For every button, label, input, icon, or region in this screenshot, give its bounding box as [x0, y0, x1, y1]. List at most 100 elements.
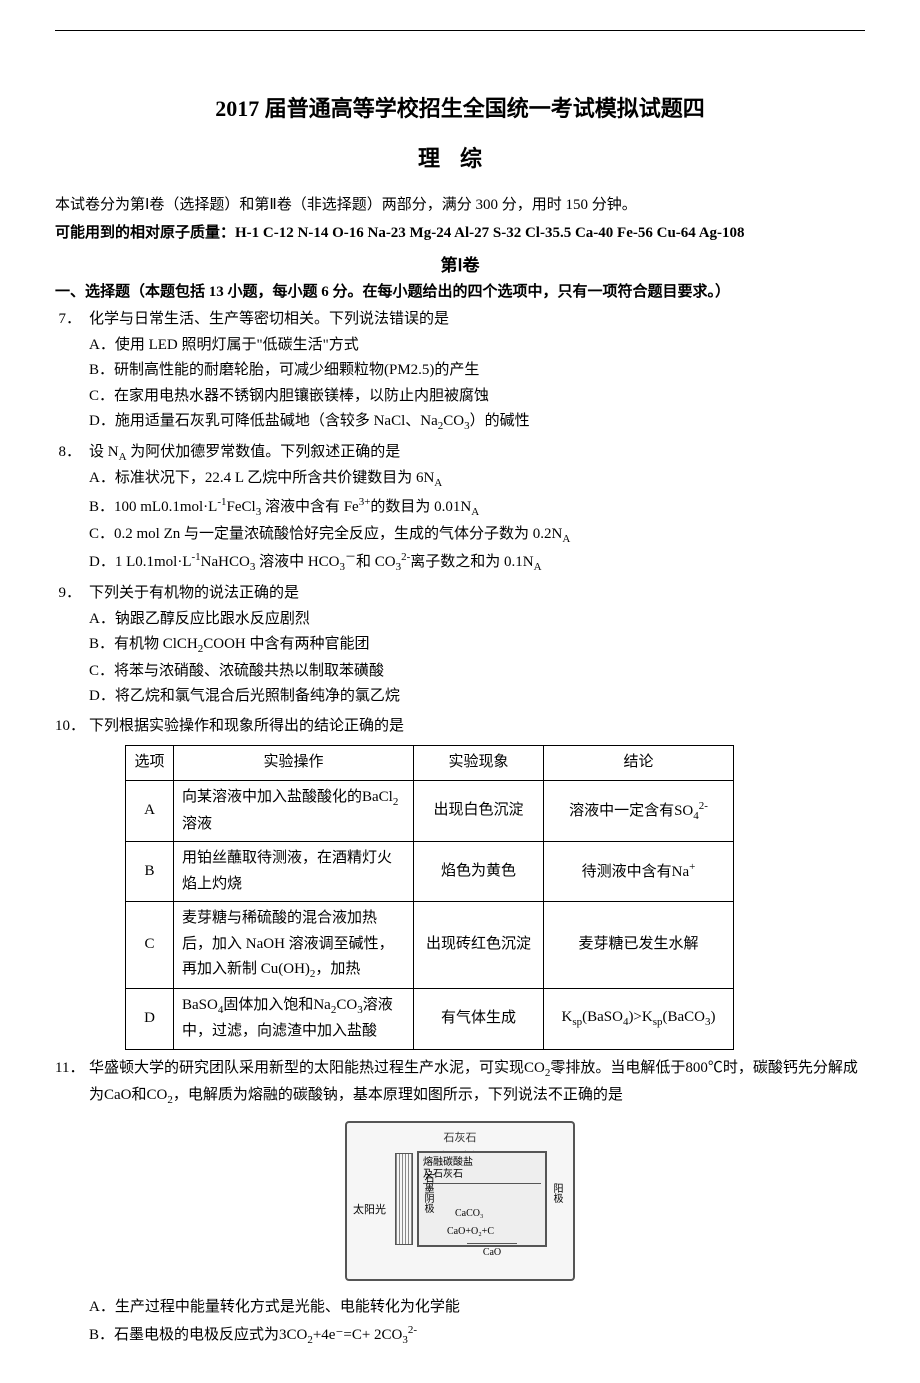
question-8: 8． 设 NA 为阿伏加德罗常数值。下列叙述正确的是 A．标准状况下，22.4 … [55, 440, 865, 577]
fig-hatch [395, 1153, 413, 1245]
q8-B: B．100 mL0.1mol·L-1FeCl3 溶液中含有 Fe3+的数目为 0… [55, 493, 865, 522]
cell-ph: 出现白色沉淀 [414, 780, 544, 841]
q7-A: A．使用 LED 照明灯属于"低碳生活"方式 [55, 333, 865, 359]
cell-op-mid2: CO [336, 997, 357, 1013]
table-row: A 向某溶液中加入盐酸酸化的BaCl2溶液 出现白色沉淀 溶液中一定含有SO42… [126, 780, 734, 841]
q9-B-pre: B．有机物 ClCH [89, 636, 198, 652]
fig-down [423, 1183, 541, 1184]
q8-D: D．1 L0.1mol·L-1NaHCO3 溶液中 HCO3－和 CO32-离子… [55, 548, 865, 577]
q7-stem: 化学与日常生活、生产等密切相关。下列说法错误的是 [89, 307, 865, 333]
question-9: 9． 下列关于有机物的说法正确的是 A．钠跟乙醇反应比跟水反应剧烈 B．有机物 … [55, 581, 865, 710]
th-ph: 实验现象 [414, 746, 544, 781]
q11-stem-pre: 华盛顿大学的研究团队采用新型的太阳能热过程生产水泥，可实现CO [89, 1060, 545, 1076]
q11-A: A．生产过程中能量转化方式是光能、电能转化为化学能 [55, 1295, 865, 1321]
cell-con-pre: 待测液中含有Na [582, 864, 690, 880]
cell-op-pre: 向某溶液中加入盐酸酸化的BaCl [182, 789, 393, 805]
fig-left: 太阳光 [353, 1201, 386, 1220]
th-con: 结论 [544, 746, 734, 781]
fig-eq1: CaCO₃ [455, 1205, 484, 1222]
c2: (BaSO [582, 1009, 623, 1025]
section-number: 第Ⅰ卷 [55, 251, 865, 276]
q8-A-pre: A．标准状况下，22.4 L 乙烷中所含共价键数目为 6N [89, 470, 434, 486]
q7-D-pre: D．施用适量石灰乳可降低盐碱地（含较多 NaCl、Na [89, 413, 438, 429]
cell-ph: 有气体生成 [414, 988, 544, 1049]
q10-stem: 下列根据实验操作和现象所得出的结论正确的是 [89, 714, 865, 740]
section-heading: 一、选择题（本题包括 13 小题，每小题 6 分。在每小题给出的四个选项中，只有… [55, 280, 865, 301]
q8-B-mid2: 溶液中含有 Fe [261, 499, 359, 515]
fig-cathode: 石墨阴极 [419, 1173, 436, 1213]
th-opt: 选项 [126, 746, 174, 781]
cell-op-pre: 麦芽糖与稀硫酸的混合液加热后，加入 NaOH 溶液调至碱性，再加入新制 Cu(O… [182, 910, 394, 977]
cell-opt: A [126, 780, 174, 841]
q8-D-mid2: 溶液中 HCO [255, 554, 339, 570]
table-row: B 用铂丝蘸取待测液，在酒精灯火焰上灼烧 焰色为黄色 待测液中含有Na+ [126, 842, 734, 902]
fig-eq3: CaO [467, 1243, 517, 1261]
atomic-masses: 可能用到的相对原子质量：H-1 C-12 N-14 O-16 Na-23 Mg-… [55, 221, 865, 245]
cell-ph: 出现砖红色沉淀 [414, 902, 544, 989]
cell-op-pre: BaSO [182, 997, 218, 1013]
question-10: 10． 下列根据实验操作和现象所得出的结论正确的是 选项 实验操作 实验现象 结… [55, 714, 865, 1050]
page-subtitle: 理综 [55, 141, 865, 173]
q11-stem-post: ，电解质为熔融的碳酸钠，基本原理如图所示，下列说法不正确的是 [173, 1087, 623, 1103]
q8-D-mid1: NaHCO [201, 554, 250, 570]
cell-con: 溶液中一定含有SO42- [544, 780, 734, 841]
cell-con-pre: 溶液中一定含有SO [569, 803, 693, 819]
q8-B-post: 的数目为 0.01N [370, 499, 471, 515]
table-header-row: 选项 实验操作 实验现象 结论 [126, 746, 734, 781]
q11-B-mid: +4e⁻=C+ 2CO [313, 1327, 403, 1343]
cell-opt: C [126, 902, 174, 989]
fig-top1: 石灰石 [444, 1132, 477, 1144]
c5: ) [711, 1009, 716, 1025]
cell-op-post: 溶液 [182, 816, 212, 832]
c3: )>K [628, 1009, 652, 1025]
cell-opt: D [126, 988, 174, 1049]
q7-num: 7． [55, 307, 89, 333]
q8-num: 8． [55, 440, 89, 466]
cell-op-post: ，加热 [315, 961, 360, 977]
cell-op: 麦芽糖与稀硫酸的混合液加热后，加入 NaOH 溶液调至碱性，再加入新制 Cu(O… [174, 902, 414, 989]
cell-op: 向某溶液中加入盐酸酸化的BaCl2溶液 [174, 780, 414, 841]
q9-num: 9． [55, 581, 89, 607]
cell-op: 用铂丝蘸取待测液，在酒精灯火焰上灼烧 [174, 842, 414, 902]
cell-con: Ksp(BaSO4)>Ksp(BaCO3) [544, 988, 734, 1049]
c1: K [561, 1009, 572, 1025]
fig-eq2: CaO+O₂+C [447, 1223, 494, 1240]
q11-B: B．石墨电极的电极反应式为3CO2+4e⁻=C+ 2CO32- [55, 1321, 865, 1350]
q8-B-mid1: FeCl [227, 499, 256, 515]
q7-C: C．在家用电热水器不锈钢内胆镶嵌镁棒，以防止内胆被腐蚀 [55, 384, 865, 410]
q10-num: 10． [55, 714, 89, 740]
q8-D-mid3: 和 CO [356, 554, 396, 570]
c4: (BaCO [663, 1009, 706, 1025]
q11-B-pre: B．石墨电极的电极反应式为3CO [89, 1327, 307, 1343]
q8-A: A．标准状况下，22.4 L 乙烷中所含共价键数目为 6NA [55, 466, 865, 493]
q8-B-pre: B．100 mL0.1mol·L [89, 499, 217, 515]
intro-text: 本试卷分为第Ⅰ卷（选择题）和第Ⅱ卷（非选择题）两部分，满分 300 分，用时 1… [55, 193, 865, 217]
cell-con: 待测液中含有Na+ [544, 842, 734, 902]
q8-C: C．0.2 mol Zn 与一定量浓硫酸恰好完全反应，生成的气体分子数为 0.2… [55, 522, 865, 549]
q8-stem-post: 为阿伏加德罗常数值。下列叙述正确的是 [127, 444, 401, 460]
q9-B: B．有机物 ClCH2COOH 中含有两种官能团 [55, 632, 865, 659]
q11-figure: 石灰石高温电解 太阳光 熔融碳酸盐及石灰石 石墨阴极 阳极 CaCO₃ CaO+… [345, 1121, 575, 1281]
table-row: C 麦芽糖与稀硫酸的混合液加热后，加入 NaOH 溶液调至碱性，再加入新制 Cu… [126, 902, 734, 989]
cell-op-mid: 固体加入饱和Na [223, 997, 331, 1013]
cell-op: BaSO4固体加入饱和Na2CO3溶液中，过滤，向滤渣中加入盐酸 [174, 988, 414, 1049]
th-op: 实验操作 [174, 746, 414, 781]
q8-D-pre: D．1 L0.1mol·L [89, 554, 192, 570]
cell-con: 麦芽糖已发生水解 [544, 902, 734, 989]
q11-stem: 华盛顿大学的研究团队采用新型的太阳能热过程生产水泥，可实现CO2零排放。当电解低… [89, 1056, 865, 1109]
fig-mid1: 熔融碳酸盐 [423, 1157, 473, 1168]
q8-D-post: 离子数之和为 0.1N [410, 554, 533, 570]
q9-B-post: COOH 中含有两种官能团 [203, 636, 369, 652]
q9-A: A．钠跟乙醇反应比跟水反应剧烈 [55, 607, 865, 633]
horizontal-rule [55, 30, 865, 31]
q11-num: 11． [55, 1056, 89, 1082]
cell-opt: B [126, 842, 174, 902]
q9-C: C．将苯与浓硝酸、浓硫酸共热以制取苯磺酸 [55, 659, 865, 685]
q8-stem: 设 NA 为阿伏加德罗常数值。下列叙述正确的是 [89, 440, 865, 467]
q7-B: B．研制高性能的耐磨轮胎，可减少细颗粒物(PM2.5)的产生 [55, 358, 865, 384]
q7-D: D．施用适量石灰乳可降低盐碱地（含较多 NaCl、Na2CO3）的碱性 [55, 409, 865, 436]
table-row: D BaSO4固体加入饱和Na2CO3溶液中，过滤，向滤渣中加入盐酸 有气体生成… [126, 988, 734, 1049]
q8-C-pre: C．0.2 mol Zn 与一定量浓硫酸恰好完全反应，生成的气体分子数为 0.2… [89, 526, 562, 542]
question-11: 11． 华盛顿大学的研究团队采用新型的太阳能热过程生产水泥，可实现CO2零排放。… [55, 1056, 865, 1350]
cell-ph: 焰色为黄色 [414, 842, 544, 902]
